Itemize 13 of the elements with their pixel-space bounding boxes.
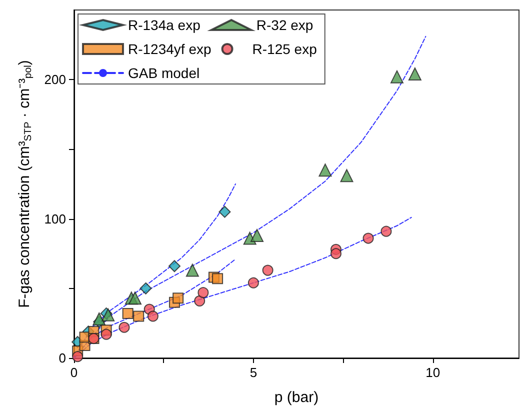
x-axis-title: p (bar) <box>274 389 319 406</box>
legend-label: GAB model <box>128 65 200 81</box>
x-tick-label: 10 <box>426 365 440 380</box>
legend-label: R-32 exp <box>256 17 314 33</box>
y-tick-label: 200 <box>44 72 66 88</box>
x-tick-label: 5 <box>250 365 258 380</box>
legend-label: R-134a exp <box>128 17 201 33</box>
x-tick-label: 0 <box>70 365 78 380</box>
y-tick-label: 0 <box>58 350 66 366</box>
y-axis-title: F-gas concentration (cm³STP · cm⁻³pol) <box>16 60 34 308</box>
y-tick-label: 100 <box>44 211 66 226</box>
legend-label: R-1234yf exp <box>128 41 212 57</box>
legend-label: R-125 exp <box>252 41 318 57</box>
